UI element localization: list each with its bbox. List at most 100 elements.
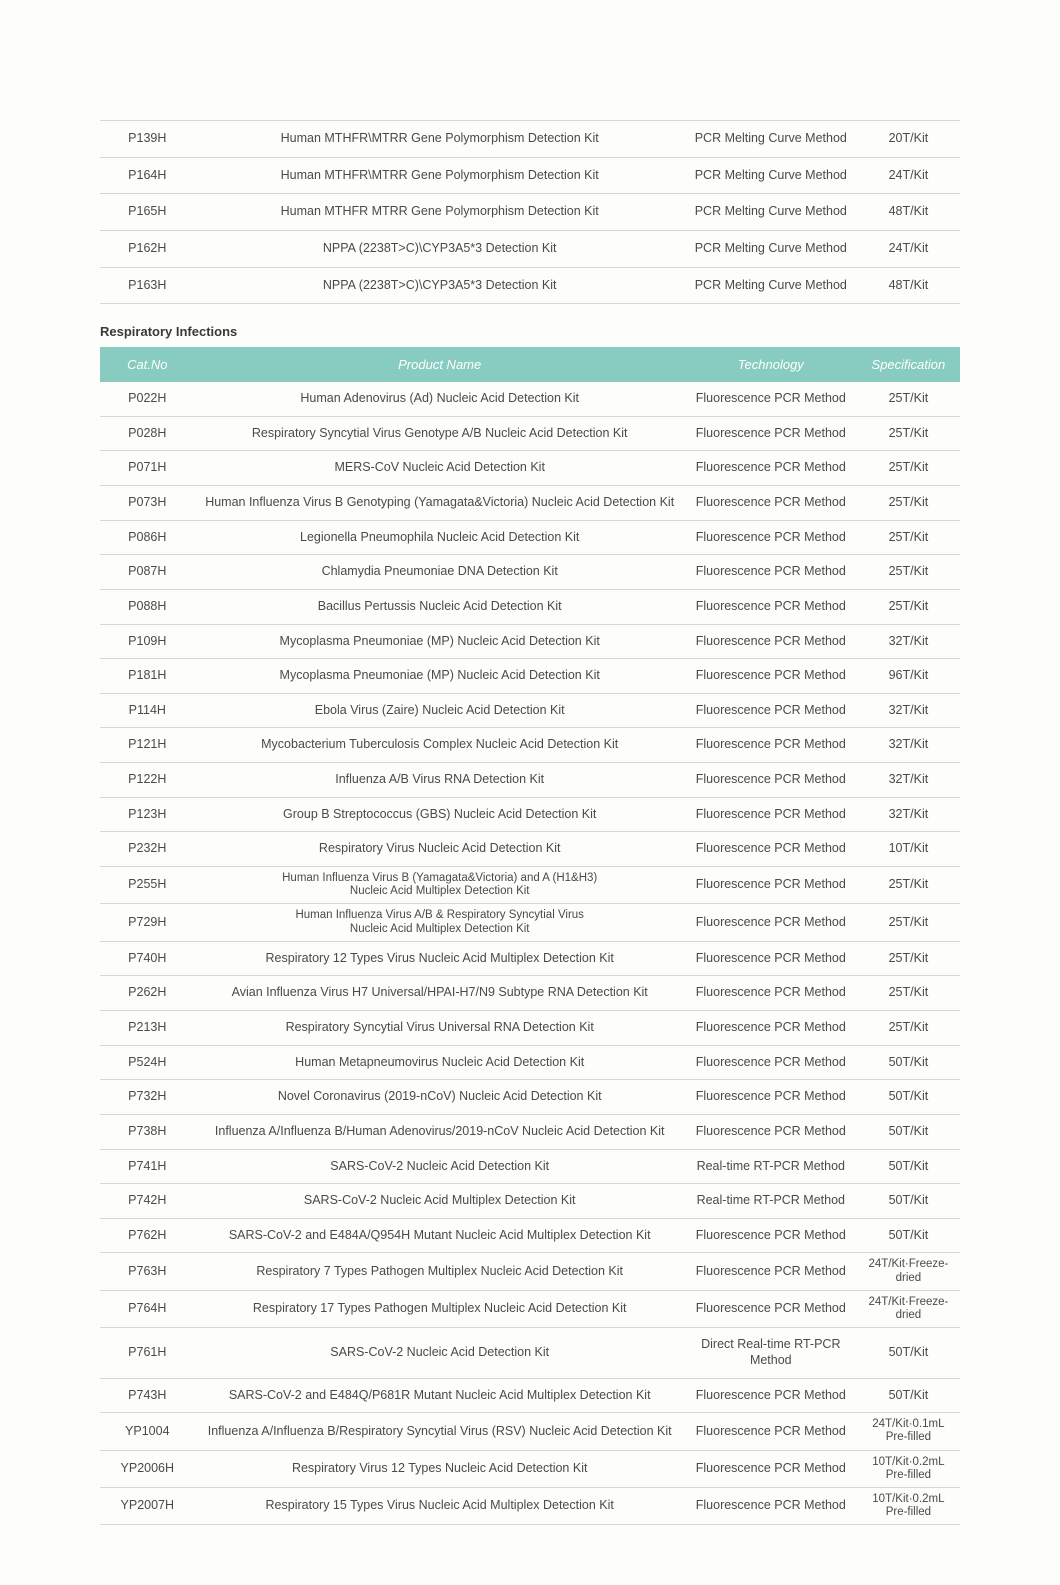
cell-name: SARS-CoV-2 Nucleic Acid Detection Kit (195, 1149, 685, 1184)
cell-tech: PCR Melting Curve Method (685, 157, 857, 194)
table-row: P073HHuman Influenza Virus B Genotyping … (100, 486, 960, 521)
cell-spec: 50T/Kit (857, 1114, 960, 1149)
cell-spec: 32T/Kit (857, 763, 960, 798)
cell-tech: Fluorescence PCR Method (685, 941, 857, 976)
top-table-body: P139HHuman MTHFR\MTRR Gene Polymorphism … (100, 121, 960, 304)
cell-tech: Fluorescence PCR Method (685, 589, 857, 624)
cell-cat: P232H (100, 832, 195, 867)
cell-spec: 25T/Kit (857, 416, 960, 451)
cell-cat: P114H (100, 693, 195, 728)
cell-name: Respiratory 15 Types Virus Nucleic Acid … (195, 1488, 685, 1525)
cell-tech: Fluorescence PCR Method (685, 1378, 857, 1413)
cell-name: Chlamydia Pneumoniae DNA Detection Kit (195, 555, 685, 590)
cell-name: Influenza A/Influenza B/Respiratory Sync… (195, 1413, 685, 1450)
table-row: P762HSARS-CoV-2 and E484A/Q954H Mutant N… (100, 1218, 960, 1253)
cell-cat: P073H (100, 486, 195, 521)
cell-tech: Fluorescence PCR Method (685, 1218, 857, 1253)
cell-name: NPPA (2238T>C)\CYP3A5*3 Detection Kit (195, 267, 685, 304)
cell-name: Avian Influenza Virus H7 Universal/HPAI-… (195, 976, 685, 1011)
cell-tech: PCR Melting Curve Method (685, 230, 857, 267)
cell-cat: P162H (100, 230, 195, 267)
table-row: P139HHuman MTHFR\MTRR Gene Polymorphism … (100, 121, 960, 158)
cell-cat: YP1004 (100, 1413, 195, 1450)
cell-spec: 32T/Kit (857, 797, 960, 832)
table-row: P763HRespiratory 7 Types Pathogen Multip… (100, 1253, 960, 1290)
cell-tech: Fluorescence PCR Method (685, 976, 857, 1011)
cell-tech: Fluorescence PCR Method (685, 555, 857, 590)
cell-name: Respiratory Virus 12 Types Nucleic Acid … (195, 1450, 685, 1487)
table-row: P181HMycoplasma Pneumoniae (MP) Nucleic … (100, 659, 960, 694)
cell-spec: 48T/Kit (857, 194, 960, 231)
table-row: P741HSARS-CoV-2 Nucleic Acid Detection K… (100, 1149, 960, 1184)
cell-cat: P123H (100, 797, 195, 832)
cell-tech: Fluorescence PCR Method (685, 728, 857, 763)
cell-name: MERS-CoV Nucleic Acid Detection Kit (195, 451, 685, 486)
cell-name: Human Influenza Virus B (Yamagata&Victor… (195, 866, 685, 903)
cell-name: Mycobacterium Tuberculosis Complex Nucle… (195, 728, 685, 763)
cell-cat: YP2007H (100, 1488, 195, 1525)
table-row: YP2007HRespiratory 15 Types Virus Nuclei… (100, 1488, 960, 1525)
cell-spec: 10T/Kit·0.2mLPre-filled (857, 1488, 960, 1525)
cell-spec: 24T/Kit·0.1mLPre-filled (857, 1413, 960, 1450)
cell-spec: 48T/Kit (857, 267, 960, 304)
cell-tech: Fluorescence PCR Method (685, 451, 857, 486)
cell-spec: 25T/Kit (857, 941, 960, 976)
table-row: P109HMycoplasma Pneumoniae (MP) Nucleic … (100, 624, 960, 659)
cell-cat: P109H (100, 624, 195, 659)
cell-cat: P255H (100, 866, 195, 903)
cell-spec: 50T/Kit (857, 1045, 960, 1080)
cell-cat: P121H (100, 728, 195, 763)
cell-spec: 50T/Kit (857, 1218, 960, 1253)
cell-spec: 24T/Kit (857, 157, 960, 194)
cell-cat: P071H (100, 451, 195, 486)
cell-cat: P165H (100, 194, 195, 231)
cell-cat: P524H (100, 1045, 195, 1080)
cell-spec: 25T/Kit (857, 555, 960, 590)
cell-cat: P022H (100, 382, 195, 416)
cell-name: Human MTHFR\MTRR Gene Polymorphism Detec… (195, 121, 685, 158)
cell-tech: Fluorescence PCR Method (685, 659, 857, 694)
cell-spec: 50T/Kit (857, 1328, 960, 1378)
table-row: P022HHuman Adenovirus (Ad) Nucleic Acid … (100, 382, 960, 416)
cell-tech: Fluorescence PCR Method (685, 797, 857, 832)
cell-spec: 96T/Kit (857, 659, 960, 694)
cell-spec: 25T/Kit (857, 451, 960, 486)
cell-spec: 25T/Kit (857, 866, 960, 903)
cell-spec: 50T/Kit (857, 1184, 960, 1219)
cell-spec: 50T/Kit (857, 1378, 960, 1413)
cell-name: Mycoplasma Pneumoniae (MP) Nucleic Acid … (195, 624, 685, 659)
table-row: P740HRespiratory 12 Types Virus Nucleic … (100, 941, 960, 976)
table-row: P524HHuman Metapneumovirus Nucleic Acid … (100, 1045, 960, 1080)
cell-spec: 25T/Kit (857, 1011, 960, 1046)
cell-name: SARS-CoV-2 Nucleic Acid Detection Kit (195, 1328, 685, 1378)
table-row: P087HChlamydia Pneumoniae DNA Detection … (100, 555, 960, 590)
cell-name: Ebola Virus (Zaire) Nucleic Acid Detecti… (195, 693, 685, 728)
cell-tech: Fluorescence PCR Method (685, 486, 857, 521)
table-row: P213HRespiratory Syncytial Virus Univers… (100, 1011, 960, 1046)
cell-tech: Fluorescence PCR Method (685, 1290, 857, 1327)
table-row: P743HSARS-CoV-2 and E484Q/P681R Mutant N… (100, 1378, 960, 1413)
table-row: P121HMycobacterium Tuberculosis Complex … (100, 728, 960, 763)
cell-tech: Fluorescence PCR Method (685, 382, 857, 416)
cell-name: Respiratory 7 Types Pathogen Multiplex N… (195, 1253, 685, 1290)
cell-tech: Fluorescence PCR Method (685, 693, 857, 728)
cell-spec: 24T/Kit·Freeze-dried (857, 1253, 960, 1290)
cell-cat: P163H (100, 267, 195, 304)
cell-cat: P139H (100, 121, 195, 158)
table-row: P761HSARS-CoV-2 Nucleic Acid Detection K… (100, 1328, 960, 1378)
cell-cat: P741H (100, 1149, 195, 1184)
cell-spec: 10T/Kit (857, 832, 960, 867)
table-row: P122HInfluenza A/B Virus RNA Detection K… (100, 763, 960, 798)
main-table: Cat.No Product Name Technology Specifica… (100, 347, 960, 1525)
cell-spec: 25T/Kit (857, 520, 960, 555)
cell-cat: P087H (100, 555, 195, 590)
header-cat: Cat.No (100, 347, 195, 382)
cell-tech: Fluorescence PCR Method (685, 1045, 857, 1080)
cell-cat: P262H (100, 976, 195, 1011)
table-row: P123HGroup B Streptococcus (GBS) Nucleic… (100, 797, 960, 832)
table-row: P732HNovel Coronavirus (2019-nCoV) Nucle… (100, 1080, 960, 1115)
cell-name: Human Influenza Virus A/B & Respiratory … (195, 904, 685, 941)
cell-tech: Fluorescence PCR Method (685, 624, 857, 659)
cell-cat: P732H (100, 1080, 195, 1115)
cell-name: Human MTHFR\MTRR Gene Polymorphism Detec… (195, 157, 685, 194)
